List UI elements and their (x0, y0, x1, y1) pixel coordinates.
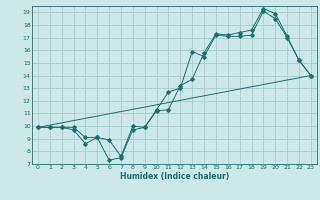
X-axis label: Humidex (Indice chaleur): Humidex (Indice chaleur) (120, 172, 229, 181)
